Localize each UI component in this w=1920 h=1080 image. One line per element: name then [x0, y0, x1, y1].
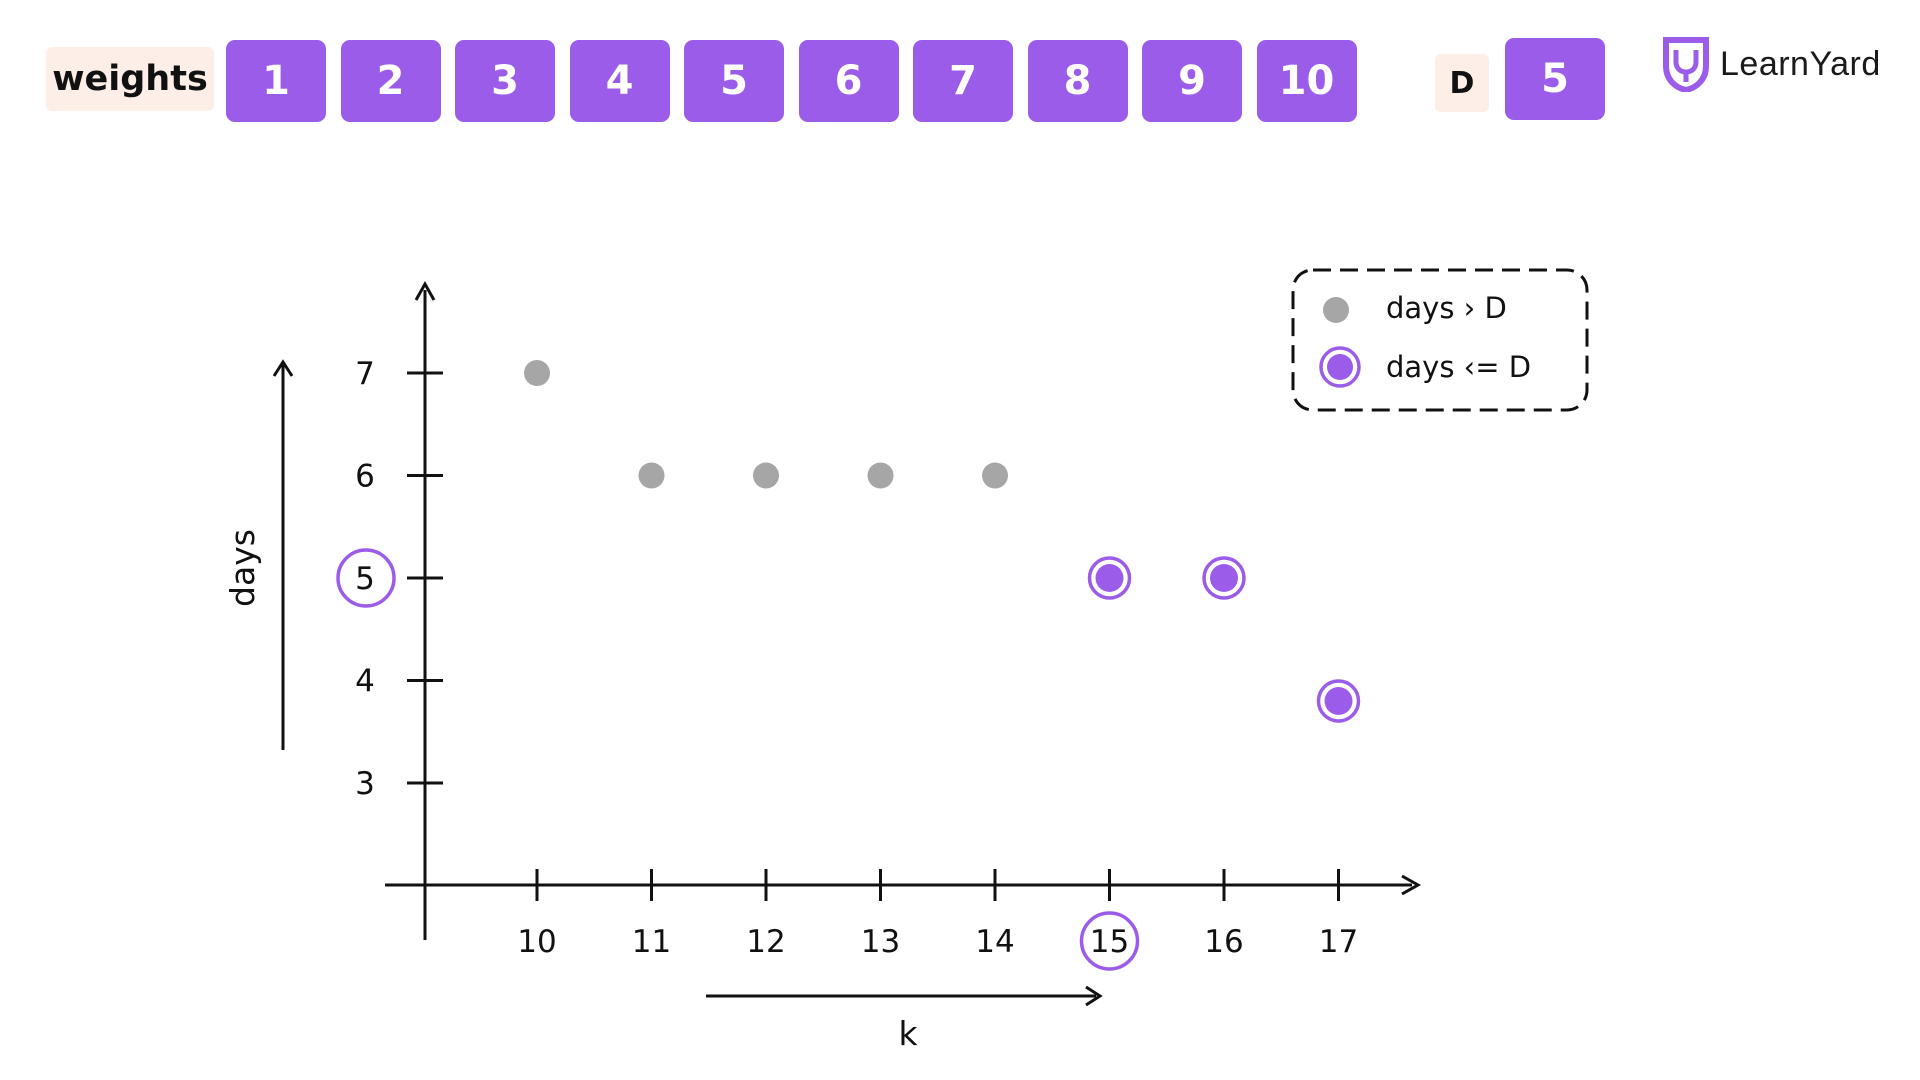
d-label: D — [1435, 54, 1489, 112]
y-direction-arrowhead — [272, 359, 294, 377]
y-axis-arrowhead — [414, 280, 436, 301]
x-tick-label: 17 — [1319, 924, 1358, 960]
weight-cell: 9 — [1142, 40, 1242, 122]
weights-array-bar: weights 1 2 3 4 5 6 7 8 9 10 D 5 LearnYard — [0, 0, 1920, 160]
weight-cell: 10 — [1256, 40, 1357, 122]
data-point-fill — [1210, 564, 1238, 592]
y-tick-label: 6 — [355, 459, 375, 495]
x-tick-label: 14 — [975, 924, 1014, 960]
weight-cell: 6 — [798, 40, 899, 122]
data-point-within-d — [1087, 556, 1132, 600]
x-axis-arrowhead — [1401, 874, 1422, 896]
chart-axis-titles: k days — [223, 359, 1103, 1053]
weight-cell: 7 — [913, 40, 1013, 122]
legend-label-within-d: days ‹= D — [1386, 350, 1531, 384]
data-point-above-d — [753, 462, 779, 489]
x-tick-highlight-ring — [1079, 911, 1140, 971]
weight-cell: 8 — [1027, 40, 1128, 122]
data-point-above-d — [638, 462, 665, 489]
x-tick-label: 13 — [861, 924, 900, 960]
weights-label: weights — [46, 47, 214, 111]
data-point-above-d — [982, 462, 1008, 489]
x-tick-label: 16 — [1204, 924, 1243, 960]
y-tick-label: 5 — [355, 561, 375, 597]
weight-cell: 1 — [226, 40, 326, 122]
d-value-cell: 5 — [1505, 38, 1605, 120]
data-point-within-d — [1202, 556, 1246, 600]
chart-points — [524, 360, 1361, 723]
y-tick-label: 7 — [355, 356, 375, 392]
brand-name: LearnYard — [1720, 44, 1881, 83]
legend-box — [1291, 268, 1589, 412]
x-direction-arrowhead — [1085, 985, 1103, 1007]
x-tick-label: 12 — [746, 924, 785, 960]
y-tick-highlight-ring — [336, 548, 396, 608]
y-tick-label: 4 — [355, 664, 375, 700]
data-point-above-d — [867, 462, 894, 489]
weight-cell: 3 — [455, 40, 555, 122]
y-axis-title: days — [223, 529, 262, 607]
chart-legend: days › D days ‹= D — [1291, 268, 1589, 412]
weight-cell: 4 — [569, 40, 670, 122]
x-axis-title: k — [898, 1014, 918, 1053]
x-tick-label: 15 — [1090, 924, 1129, 960]
data-point-fill — [1324, 687, 1353, 715]
data-point-fill — [1095, 564, 1124, 592]
weight-cell: 2 — [340, 40, 441, 122]
y-tick-label: 3 — [355, 766, 375, 802]
legend-marker-within-d — [1327, 354, 1353, 380]
data-point-above-d — [524, 360, 550, 386]
legend-label-above-d: days › D — [1386, 291, 1507, 325]
chart-axes — [385, 280, 1422, 940]
brand-logo: LearnYard — [1662, 36, 1881, 92]
chart-ticks: 10 11 12 13 14 15 16 17 3 4 5 6 7 — [336, 356, 1358, 971]
legend-marker-above-d — [1323, 297, 1349, 323]
x-tick-label: 10 — [517, 924, 556, 960]
weight-cell: 5 — [684, 40, 784, 122]
x-tick-label: 11 — [632, 924, 671, 960]
data-point-within-d — [1316, 679, 1361, 723]
learnyard-shield-icon — [1663, 37, 1709, 92]
